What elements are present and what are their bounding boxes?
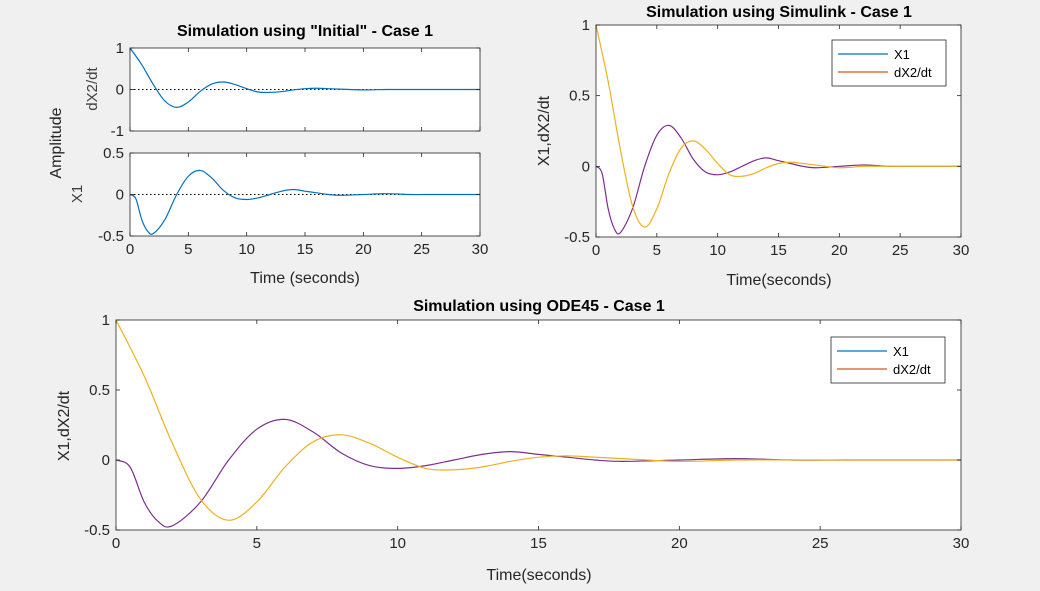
- ode45-xtick-label: 30: [953, 535, 970, 552]
- ode45-xlabel: Time(seconds): [486, 567, 591, 584]
- ode45-xtick-label: 15: [530, 535, 547, 552]
- simulink-ylabel: X1,dX2/dt: [536, 95, 553, 166]
- initial-bottom-series-0-line: [129, 169, 480, 235]
- ode45-legend-box: [830, 336, 946, 384]
- initial-shared-ylabel: Amplitude: [48, 107, 65, 178]
- initial-bottom-xtick-label: 0: [126, 241, 134, 258]
- ode45-title: Simulation using ODE45 - Case 1: [413, 298, 665, 315]
- initial-top-ytick-label: 0: [116, 82, 124, 99]
- initial-bottom-xtick-label: 30: [472, 241, 489, 258]
- simulink-xtick-label: 0: [592, 242, 600, 259]
- ode45-legend-label-dx2-dt: dX2/dt: [893, 362, 931, 377]
- simulink-xtick-label: 25: [892, 242, 909, 259]
- initial-top-ytick-label: -1: [111, 123, 124, 140]
- initial-bottom-ytick-label: -0.5: [98, 228, 124, 245]
- simulink-xtick-label: 30: [953, 242, 970, 259]
- initial-bottom-ylabel: X1: [69, 185, 86, 203]
- simulink-ytick-label: 0.5: [569, 88, 590, 105]
- ode45-ytick-label: 1: [102, 312, 110, 329]
- initial-bottom-ytick-label: 0: [116, 187, 124, 204]
- ode45-xtick-label: 25: [812, 535, 829, 552]
- simulink-xtick-label: 20: [831, 242, 848, 259]
- initial-bottom-xtick-label: 5: [184, 241, 192, 258]
- simulink-xtick-label: 10: [709, 242, 726, 259]
- simulink-series-x1-line: [595, 124, 961, 235]
- initial-bottom-xtick-label: 20: [355, 241, 372, 258]
- ode45-ytick-label: 0.5: [89, 382, 110, 399]
- simulink-legend-label-dx2-dt: dX2/dt: [894, 65, 932, 80]
- ode45-ytick-label: -0.5: [84, 522, 110, 539]
- simulink-legend-label-x1: X1: [894, 47, 910, 62]
- simulink-title: Simulation using Simulink - Case 1: [646, 4, 912, 21]
- ode45-xtick-label: 20: [671, 535, 688, 552]
- initial-bottom-xtick-label: 10: [238, 241, 255, 258]
- initial-top-series-0-line: [129, 47, 480, 108]
- initial-xlabel: Time (seconds): [250, 270, 360, 287]
- ode45-xtick-label: 0: [112, 535, 120, 552]
- simulink-ytick-label: 0: [582, 158, 590, 175]
- simulink-series-dx2-dt-line: [595, 24, 961, 228]
- plot-layer: 10-10 5 10 15 20 25 300.50-0.50 5 10 15 20 25 3010.5…: [84, 17, 969, 552]
- initial-top-ytick-label: 1: [116, 40, 124, 57]
- ode45-ylabel: X1,dX2/dt: [56, 390, 73, 461]
- simulink-ytick-label: -0.5: [564, 229, 590, 246]
- initial-bottom-ytick-label: 0.5: [103, 145, 124, 162]
- initial-title: Simulation using "Initial" - Case 1: [177, 23, 433, 40]
- simulink-xtick-label: 5: [653, 242, 661, 259]
- simulink-xtick-label: 15: [770, 242, 787, 259]
- initial-bottom-xtick-label: 15: [297, 241, 314, 258]
- simulink-ytick-label: 1: [582, 17, 590, 34]
- ode45-legend-label-x1: X1: [893, 344, 909, 359]
- ode45-series-x1-line: [115, 418, 961, 528]
- ode45-ytick-label: 0: [102, 452, 110, 469]
- ode45-series-dx2-dt-line: [115, 319, 961, 521]
- ode45-xtick-label: 10: [389, 535, 406, 552]
- simulink-legend-box: [831, 39, 947, 87]
- simulink-xlabel: Time(seconds): [726, 272, 831, 289]
- ode45-axes-face: [116, 320, 961, 530]
- initial-bottom-xtick-label: 25: [413, 241, 430, 258]
- ode45-xtick-label: 5: [253, 535, 261, 552]
- initial-top-ylabel: dX2/dt: [84, 66, 101, 110]
